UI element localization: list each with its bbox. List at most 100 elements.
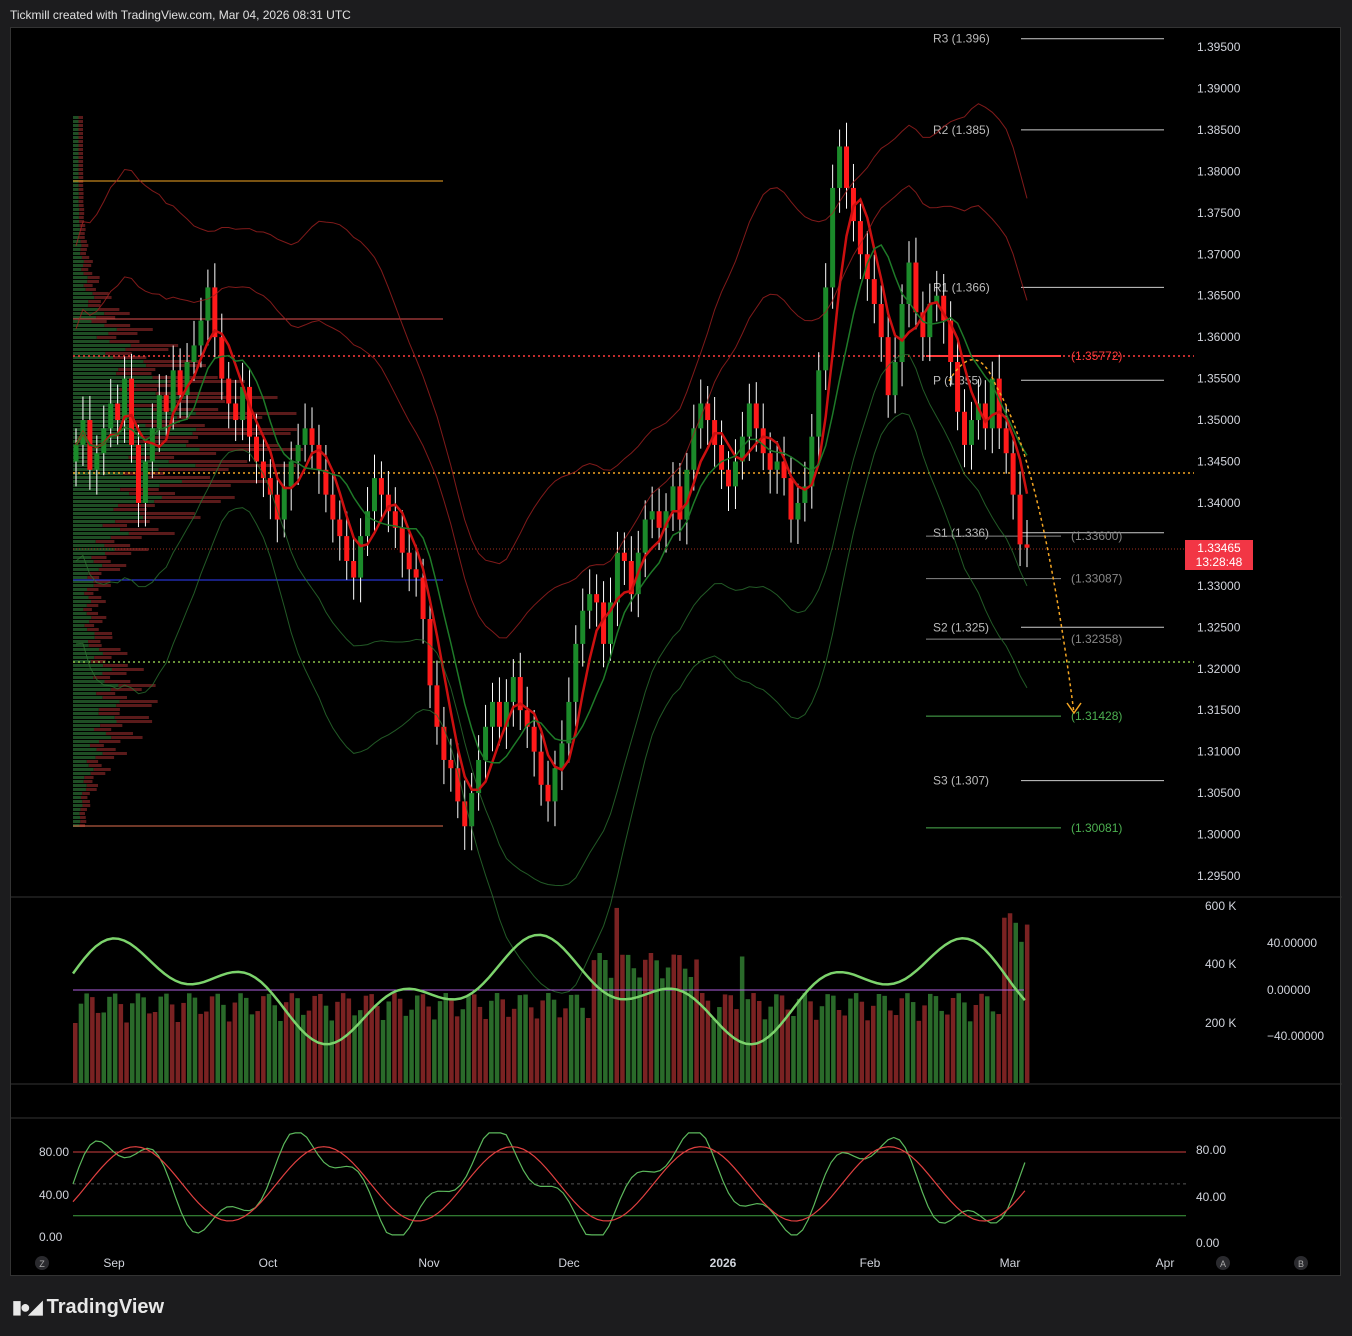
volume-bar (751, 993, 756, 1083)
volume-bar (643, 959, 648, 1083)
volume-bar (118, 1004, 124, 1083)
volume-profile-bar-down (79, 232, 85, 235)
tradingview-logo[interactable]: ▮●◢ TradingView (12, 1296, 164, 1319)
volume-profile-bar-up (73, 204, 79, 207)
volume-profile-bar-up (73, 292, 93, 295)
level-label: (1.33087) (1071, 572, 1122, 586)
volume-profile-bar-down (80, 248, 87, 251)
volume-profile-bar-down (104, 544, 131, 547)
volume-bar (517, 995, 523, 1083)
candle-body (420, 577, 426, 620)
volume-profile-bar-up (73, 392, 156, 395)
axis-button-label: B (1298, 1259, 1304, 1269)
volume-profile-bar-down (82, 800, 90, 803)
candle-body (330, 494, 336, 520)
volume-bar (266, 993, 272, 1083)
candle-body (878, 303, 884, 338)
volume-profile-bar-down (181, 480, 272, 483)
level-label: (1.33600) (1071, 529, 1122, 543)
volume-profile-bar-down (140, 512, 195, 515)
volume-profile-bar-down (88, 304, 101, 307)
volume-profile-bar-down (102, 524, 128, 527)
volume-profile-bar-up (73, 256, 82, 259)
candle-body (399, 527, 405, 553)
candle-body (920, 312, 926, 338)
candle-body (198, 320, 204, 346)
volume-profile-bar-down (118, 368, 156, 371)
candle-body (531, 726, 537, 752)
volume-profile-bar-down (104, 312, 130, 315)
candle-body (142, 461, 148, 503)
candle-body (129, 378, 135, 445)
volume-bar (928, 993, 933, 1083)
volume-profile-bar-down (86, 788, 97, 791)
volume-bar (1002, 917, 1007, 1083)
volume-profile-bar-up (73, 452, 152, 455)
momentum-oscillator-line (71, 933, 1026, 1046)
volume-profile-bar-up (73, 200, 79, 203)
volume-bar (164, 993, 169, 1083)
volume-bar (329, 1020, 334, 1083)
stochastic-tick-label-left: 80.00 (39, 1145, 69, 1159)
axis-button[interactable] (1216, 1256, 1230, 1270)
volume-profile-bar-up (73, 384, 136, 387)
volume-profile-bar-down (114, 548, 149, 551)
candle-body (989, 378, 995, 429)
candle-body (830, 187, 836, 288)
volume-bar (979, 993, 984, 1083)
candle-body (253, 436, 259, 462)
candle-body (837, 146, 843, 188)
volume-profile-bar-up (73, 576, 88, 579)
volume-profile-bar-down (120, 528, 159, 531)
volume-profile-bar-down (78, 192, 84, 195)
volume-bar (409, 1009, 414, 1083)
volume-profile-bar-up (73, 160, 79, 163)
axis-button[interactable] (1294, 1256, 1308, 1270)
candle-body (156, 395, 162, 429)
volume-profile-bar-down (90, 772, 106, 775)
candle-body (594, 594, 600, 603)
volume-profile-bar-up (73, 248, 81, 251)
volume-profile-bar-up (73, 296, 95, 299)
volume-bar (933, 996, 939, 1083)
volume-profile-bar-up (73, 224, 80, 227)
pivot-label: S3 (1.307) (933, 774, 989, 788)
candle-body (448, 759, 454, 769)
volume-profile-bar-down (84, 776, 94, 779)
volume-profile-bar-down (115, 520, 150, 523)
volume-bar (899, 998, 904, 1083)
volume-profile-bar-up (73, 308, 99, 311)
volume-bar (386, 1001, 391, 1083)
volume-profile-bar-down (167, 380, 245, 383)
volume-profile-bar-down (148, 476, 211, 479)
volume-profile-bar-up (73, 624, 85, 627)
ema-slow-line (75, 243, 1028, 764)
volume-bar (204, 1011, 209, 1083)
volume-profile-bar-down (98, 712, 120, 715)
candle-body (496, 701, 502, 727)
candle-body (434, 685, 440, 727)
volume-bar (363, 995, 369, 1083)
pivot-label: R3 (1.396) (933, 32, 990, 46)
volume-bar (415, 995, 420, 1083)
volume-profile-bar-up (73, 252, 81, 255)
chart-canvas[interactable]: 1.39500 1.39000 1.38500 1.38000 1.37500 1.370… (11, 28, 1342, 1277)
volume-profile-bar-down (192, 432, 291, 435)
candle-body (469, 793, 475, 827)
volume-profile-bar-up (73, 128, 79, 131)
price-tick-label: 1.35000 (1197, 413, 1241, 427)
volume-profile-bar-up (73, 492, 130, 495)
candle-body (864, 254, 870, 280)
chart-frame[interactable]: 1.39500 1.39000 1.38500 1.38000 1.37500 1.370… (10, 27, 1342, 1277)
volume-bar (910, 1002, 916, 1083)
volume-profile-bar-down (89, 620, 103, 623)
axis-button[interactable] (35, 1256, 49, 1270)
volume-profile-bar-down (82, 792, 90, 795)
volume-bar (568, 994, 574, 1083)
price-tick-label: 1.38000 (1197, 164, 1241, 178)
oscillator-tick-label: −40.00000 (1267, 1029, 1324, 1043)
volume-bar (238, 993, 243, 1083)
volume-bar (460, 1009, 466, 1083)
volume-bar (523, 994, 528, 1083)
candle-body (274, 494, 280, 520)
